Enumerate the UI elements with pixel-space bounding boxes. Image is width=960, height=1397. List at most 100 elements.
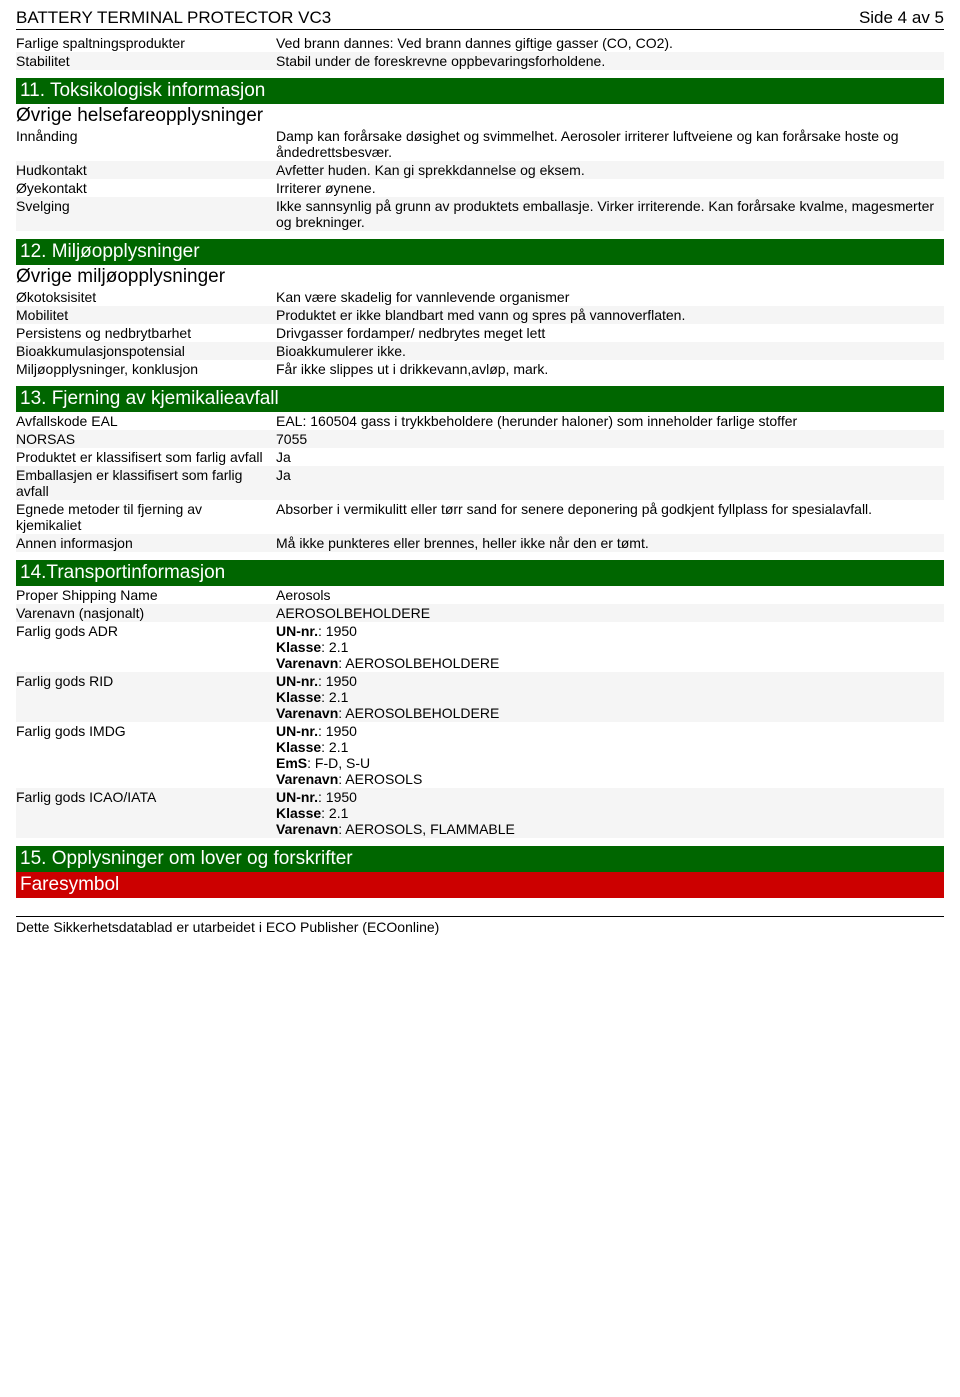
value-line: Klasse: 2.1 <box>276 639 944 655</box>
value-text: : F-D, S-U <box>307 755 370 771</box>
value-bold: UN-nr. <box>276 723 318 739</box>
value-bold: UN-nr. <box>276 673 318 689</box>
value-text: : 1950 <box>318 723 357 739</box>
row-value: Stabil under de foreskrevne oppbevarings… <box>276 53 944 69</box>
value-line: Klasse: 2.1 <box>276 805 944 821</box>
value-text: : 1950 <box>318 623 357 639</box>
row-label: Persistens og nedbrytbarhet <box>16 325 276 341</box>
row-label: Miljøopplysninger, konklusjon <box>16 361 276 377</box>
data-row: Annen informasjonMå ikke punkteres eller… <box>16 534 944 552</box>
data-row: StabilitetStabil under de foreskrevne op… <box>16 52 944 70</box>
value-line: Varenavn: AEROSOLS <box>276 771 944 787</box>
value-text: : 2.1 <box>321 739 348 755</box>
data-row: Avfallskode EALEAL: 160504 gass i trykkb… <box>16 412 944 430</box>
row-label: Øyekontakt <box>16 180 276 196</box>
value-bold: Varenavn <box>276 705 338 721</box>
value-line: UN-nr.: 1950 <box>276 789 944 805</box>
row-label: Økotoksisitet <box>16 289 276 305</box>
value-bold: Klasse <box>276 805 321 821</box>
row-value: Må ikke punkteres eller brennes, heller … <box>276 535 944 551</box>
doc-title: BATTERY TERMINAL PROTECTOR VC3 <box>16 8 331 28</box>
value-text: : AEROSOLBEHOLDERE <box>338 655 499 671</box>
section12-header: 12. Miljøopplysninger <box>16 239 944 265</box>
value-bold: UN-nr. <box>276 789 318 805</box>
value-text: : AEROSOLS <box>338 771 422 787</box>
row-value: AEROSOLBEHOLDERE <box>276 605 944 621</box>
section14-header: 14.Transportinformasjon <box>16 560 944 586</box>
value-bold: Klasse <box>276 639 321 655</box>
value-line: Varenavn: AEROSOLS, FLAMMABLE <box>276 821 944 837</box>
data-row: Proper Shipping NameAerosols <box>16 586 944 604</box>
row-label: Egnede metoder til fjerning av kjemikali… <box>16 501 276 533</box>
row-value: UN-nr.: 1950Klasse: 2.1Varenavn: AEROSOL… <box>276 623 944 671</box>
data-row: MobilitetProduktet er ikke blandbart med… <box>16 306 944 324</box>
row-label: Farlig gods ICAO/IATA <box>16 789 276 837</box>
data-row: SvelgingIkke sannsynlig på grunn av prod… <box>16 197 944 231</box>
value-line: Varenavn: AEROSOLBEHOLDERE <box>276 705 944 721</box>
value-text: : 2.1 <box>321 689 348 705</box>
row-value: Ved brann dannes: Ved brann dannes gifti… <box>276 35 944 51</box>
value-bold: EmS <box>276 755 307 771</box>
value-text: : 2.1 <box>321 639 348 655</box>
row-label: Mobilitet <box>16 307 276 323</box>
value-line: UN-nr.: 1950 <box>276 723 944 739</box>
value-line: Klasse: 2.1 <box>276 689 944 705</box>
row-label: Proper Shipping Name <box>16 587 276 603</box>
row-value: Ja <box>276 449 944 465</box>
row-label: Stabilitet <box>16 53 276 69</box>
header-line: BATTERY TERMINAL PROTECTOR VC3 Side 4 av… <box>16 8 944 30</box>
data-row: Farlig gods RIDUN-nr.: 1950Klasse: 2.1Va… <box>16 672 944 722</box>
value-text: : AEROSOLS, FLAMMABLE <box>338 821 515 837</box>
data-row: Miljøopplysninger, konklusjonFår ikke sl… <box>16 360 944 378</box>
row-value: Absorber i vermikulitt eller tørr sand f… <box>276 501 944 533</box>
row-label: Innånding <box>16 128 276 160</box>
data-row: NORSAS7055 <box>16 430 944 448</box>
row-label: Farlig gods IMDG <box>16 723 276 787</box>
value-bold: UN-nr. <box>276 623 318 639</box>
top-rows: Farlige spaltningsprodukterVed brann dan… <box>16 34 944 70</box>
data-row: Egnede metoder til fjerning av kjemikali… <box>16 500 944 534</box>
row-value: Kan være skadelig for vannlevende organi… <box>276 289 944 305</box>
row-label: Produktet er klassifisert som farlig avf… <box>16 449 276 465</box>
section15-header: 15. Opplysninger om lover og forskrifter <box>16 846 944 872</box>
row-value: Ikke sannsynlig på grunn av produktets e… <box>276 198 944 230</box>
value-line: UN-nr.: 1950 <box>276 673 944 689</box>
row-value: Aerosols <box>276 587 944 603</box>
row-label: Farlige spaltningsprodukter <box>16 35 276 51</box>
section11-rows: InnåndingDamp kan forårsake døsighet og … <box>16 127 944 231</box>
section14-rows: Proper Shipping NameAerosolsVarenavn (na… <box>16 586 944 838</box>
row-value: Ja <box>276 467 944 499</box>
data-row: Persistens og nedbrytbarhetDrivgasser fo… <box>16 324 944 342</box>
section12-rows: ØkotoksisitetKan være skadelig for vannl… <box>16 288 944 378</box>
value-bold: Varenavn <box>276 821 338 837</box>
section13-rows: Avfallskode EALEAL: 160504 gass i trykkb… <box>16 412 944 552</box>
row-label: Varenavn (nasjonalt) <box>16 605 276 621</box>
value-bold: Varenavn <box>276 771 338 787</box>
data-row: BioakkumulasjonspotensialBioakkumulerer … <box>16 342 944 360</box>
value-text: : 1950 <box>318 789 357 805</box>
row-label: Farlig gods RID <box>16 673 276 721</box>
row-label: Emballasjen er klassifisert som farlig a… <box>16 467 276 499</box>
value-text: : 1950 <box>318 673 357 689</box>
data-row: HudkontaktAvfetter huden. Kan gi sprekkd… <box>16 161 944 179</box>
row-value: Får ikke slippes ut i drikkevann,avløp, … <box>276 361 944 377</box>
row-value: EAL: 160504 gass i trykkbeholdere (herun… <box>276 413 944 429</box>
data-row: Farlig gods IMDGUN-nr.: 1950Klasse: 2.1E… <box>16 722 944 788</box>
data-row: Farlig gods ICAO/IATAUN-nr.: 1950Klasse:… <box>16 788 944 838</box>
value-line: EmS: F-D, S-U <box>276 755 944 771</box>
data-row: Farlige spaltningsprodukterVed brann dan… <box>16 34 944 52</box>
data-row: InnåndingDamp kan forårsake døsighet og … <box>16 127 944 161</box>
data-row: Produktet er klassifisert som farlig avf… <box>16 448 944 466</box>
value-line: UN-nr.: 1950 <box>276 623 944 639</box>
page: BATTERY TERMINAL PROTECTOR VC3 Side 4 av… <box>0 0 960 951</box>
value-bold: Klasse <box>276 739 321 755</box>
data-row: ØkotoksisitetKan være skadelig for vannl… <box>16 288 944 306</box>
row-value: 7055 <box>276 431 944 447</box>
value-bold: Klasse <box>276 689 321 705</box>
row-label: Annen informasjon <box>16 535 276 551</box>
value-bold: Varenavn <box>276 655 338 671</box>
page-indicator: Side 4 av 5 <box>859 8 944 28</box>
row-value: UN-nr.: 1950Klasse: 2.1Varenavn: AEROSOL… <box>276 789 944 837</box>
row-label: Farlig gods ADR <box>16 623 276 671</box>
value-line: Klasse: 2.1 <box>276 739 944 755</box>
